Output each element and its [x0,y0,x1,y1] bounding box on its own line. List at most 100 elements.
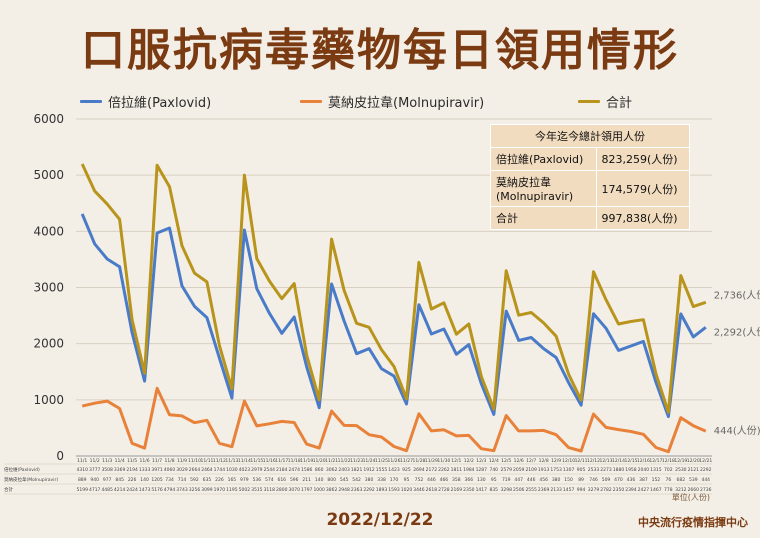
table-cell: 2533 [588,467,600,473]
table-cell: 845 [115,477,124,483]
unit-label: 單位(人份) [671,493,710,502]
table-cell: 165 [228,477,237,483]
table-cell: 1984 [463,467,475,473]
table-cell: 2169 [451,487,463,493]
x-tick-label: 12/17 [649,458,662,464]
table-cell: 4023 [239,467,251,473]
table-row-label: 合計 [4,486,13,493]
table-cell: 635 [203,477,212,483]
x-tick-label: 12/11 [575,458,588,464]
table-cell: 2506 [513,487,525,493]
summary-table: 今年迄今總計領用人份 倍拉維(Paxlovid) 823,259(人份) 莫納皮… [490,124,691,230]
summary-row-label: 倍拉維(Paxlovid) [490,147,597,171]
table-cell: 76 [665,477,671,483]
x-tick-label: 11/12 [213,458,226,464]
x-tick-label: 12/19 [674,458,687,464]
table-cell: 380 [552,477,561,483]
table-cell: 2427 [638,487,650,493]
table-cell: 3515 [251,487,263,493]
legend-label-molnupiravir: 莫納皮拉韋(Molnupiravir) [328,96,485,111]
x-tick-label: 12/12 [587,458,600,464]
table-cell: 1030 [226,467,238,473]
table-cell: 95 [404,477,410,483]
table-cell: 3971 [151,467,163,473]
table-cell: 95 [491,477,497,483]
page-title: 口服抗病毒藥物每日領用情形 [81,25,679,76]
table-cell: 2184 [276,467,288,473]
table-cell: 150 [564,477,573,483]
table-cell: 1333 [139,467,151,473]
table-cell: 1811 [451,467,463,473]
table-cell: 2369 [538,487,550,493]
table-cell: 5002 [239,487,251,493]
table-cell: 3118 [264,487,276,493]
table-cell: 338 [377,477,386,483]
table-cell: 1880 [613,467,625,473]
table-cell: 740 [489,467,498,473]
source-label: 中央流行疫情指揮中心 [638,516,748,529]
table-cell: 2464 [201,467,213,473]
table-cell: 1195 [226,487,238,493]
table-cell: 170 [390,477,399,483]
table-cell: 89 [578,477,584,483]
x-tick-label: 12/18 [662,458,675,464]
table-cell: 714 [178,477,187,483]
table-cell: 446 [427,477,436,483]
table-cell: 226 [128,477,137,483]
table-cell: 4717 [89,487,101,493]
table-cell: 860 [315,467,324,473]
x-tick-label: 11/7 [152,458,162,464]
table-cell: 1417 [476,487,488,493]
legend-swatch-total [578,100,600,103]
table-cell: 778 [664,487,673,493]
table-cell: 2728 [438,487,450,493]
table-cell: 2979 [251,467,263,473]
x-tick-label: 11/20 [313,458,326,464]
x-tick-label: 11/26 [388,458,401,464]
table-cell: 2394 [625,487,637,493]
table-row-label: 倍拉維(Paxlovid) [4,466,40,473]
table-cell: 3508 [101,467,113,473]
table-cell: 3298 [501,487,513,493]
x-tick-label: 12/9 [551,458,561,464]
table-cell: 592 [190,477,199,483]
series-end-label: 444(人份) [714,425,760,437]
table-cell: 2403 [338,467,350,473]
legend-item-paxlovid: 倍拉維(Paxlovid) [80,92,211,111]
table-cell: 2544 [264,467,276,473]
x-tick-label: 11/17 [275,458,288,464]
table-cell: 2109 [525,467,537,473]
table-cell: 2121 [688,467,700,473]
summary-row: 倍拉維(Paxlovid) 823,259(人份) [490,147,691,171]
x-tick-label: 11/25 [375,458,388,464]
x-tick-label: 11/10 [188,458,201,464]
table-cell: 2194 [126,467,138,473]
summary-row-label: 莫納皮拉韋 (Molnupiravir) [490,170,597,207]
x-tick-label: 12/10 [562,458,575,464]
table-cell: 152 [652,477,661,483]
table-cell: 1307 [563,467,575,473]
table-cell: 1744 [214,467,226,473]
table-cell: 4310 [77,467,89,473]
summary-row: 合計 997,838(人份) [490,206,691,230]
table-cell: 2782 [600,487,612,493]
summary-row-value: 823,259(人份) [595,147,691,171]
table-cell: 574 [265,477,274,483]
table-cell: 1893 [376,487,388,493]
x-tick-label: 11/2 [90,458,100,464]
table-cell: 1958 [625,467,637,473]
y-tick-label: 0 [56,449,64,463]
table-cell: 3070 [289,487,301,493]
legend-swatch-paxlovid [80,100,102,103]
summary-row: 莫納皮拉韋 (Molnupiravir) 174,579(人份) [490,170,691,207]
x-tick-label: 11/21 [325,458,338,464]
legend-item-total: 合計 [578,92,632,111]
table-cell: 447 [514,477,523,483]
table-cell: 2059 [513,467,525,473]
x-tick-label: 12/16 [637,458,650,464]
table-cell: 2530 [675,467,687,473]
x-tick-label: 12/4 [489,458,499,464]
table-cell: 1473 [139,487,151,493]
table-cell: 2948 [338,487,350,493]
table-cell: 387 [639,477,648,483]
